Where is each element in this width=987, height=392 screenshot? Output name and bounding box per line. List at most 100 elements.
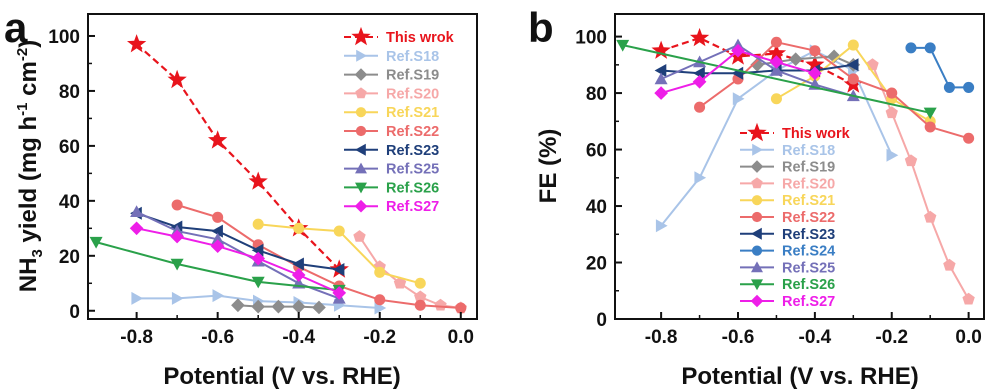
series-line bbox=[911, 46, 969, 89]
data-point bbox=[171, 199, 183, 211]
data-point bbox=[769, 55, 784, 69]
data-point bbox=[827, 49, 841, 64]
legend-marker bbox=[355, 87, 367, 99]
legend-item: Ref.S19 bbox=[344, 68, 439, 84]
legend-marker bbox=[751, 211, 763, 223]
legend-label: Ref.S25 bbox=[782, 260, 835, 276]
legend-item: Ref.S27 bbox=[740, 294, 835, 310]
legend-item: Ref.S23 bbox=[740, 227, 835, 243]
data-point bbox=[171, 291, 184, 305]
panel-a-legend: This wrok Ref.S18 Ref.S19 Ref.S20 Ref.S21 Ref… bbox=[344, 26, 455, 215]
series-ref-s24 bbox=[905, 42, 975, 93]
series-line bbox=[136, 210, 340, 300]
panel-b-series bbox=[616, 27, 975, 305]
legend-label: Ref.S27 bbox=[782, 294, 835, 310]
legend-item: Ref.S22 bbox=[740, 210, 835, 226]
data-point bbox=[655, 219, 668, 233]
series-line bbox=[660, 36, 854, 86]
x-tick-label: -0.8 bbox=[120, 327, 153, 348]
data-point bbox=[750, 58, 764, 72]
data-point bbox=[943, 258, 956, 271]
legend-item: Ref.S24 bbox=[740, 244, 835, 260]
legend-label: Ref.S22 bbox=[386, 124, 439, 140]
legend-item: Ref.S20 bbox=[740, 176, 835, 192]
series-ref-s27 bbox=[129, 221, 347, 300]
data-point bbox=[332, 286, 347, 300]
data-point bbox=[212, 211, 224, 223]
panel-a-ticks: -0.8 -0.6 -0.4 -0.2 0.0 0 20 40 60 80 100 bbox=[48, 27, 474, 348]
legend-label: Ref.S27 bbox=[386, 199, 439, 215]
data-point bbox=[770, 36, 782, 48]
legend-label: Ref.S18 bbox=[782, 143, 835, 159]
legend-marker bbox=[355, 162, 367, 174]
data-point bbox=[847, 73, 859, 85]
y-tick-label: 100 bbox=[48, 27, 80, 48]
legend-label: Ref.S23 bbox=[386, 143, 439, 159]
x-tick-label: -0.4 bbox=[282, 327, 315, 348]
series-ref-s26 bbox=[616, 39, 937, 120]
series-ref-s21 bbox=[252, 218, 426, 289]
data-point bbox=[127, 34, 147, 53]
data-point bbox=[886, 148, 899, 162]
data-point bbox=[846, 58, 859, 72]
y-tick-label: 80 bbox=[59, 82, 80, 103]
legend-marker bbox=[750, 160, 764, 173]
panel-b: b -0.8 -0.6 -0.4 -0.2 0.0 0 20 40 60 80 100 Potent… bbox=[528, 4, 985, 390]
data-point bbox=[251, 276, 265, 289]
legend-label: Ref.S18 bbox=[386, 49, 439, 65]
legend-marker bbox=[751, 195, 763, 206]
legend-marker bbox=[354, 199, 368, 213]
series-ref-s20 bbox=[353, 230, 467, 314]
legend-marker bbox=[750, 294, 764, 308]
data-point bbox=[252, 218, 264, 230]
legend-marker bbox=[355, 125, 367, 137]
data-point bbox=[651, 40, 671, 59]
panel-b-ticks: -0.8 -0.6 -0.4 -0.2 0.0 0 20 40 60 80 100 bbox=[575, 28, 982, 348]
legend-item: Ref.S20 bbox=[344, 86, 439, 102]
data-point bbox=[689, 27, 710, 47]
y-tick-label: 40 bbox=[59, 192, 80, 213]
y-tick-label: 20 bbox=[59, 247, 80, 268]
legend-label: Ref.S19 bbox=[386, 68, 439, 84]
data-point bbox=[963, 132, 975, 144]
legend-label: Ref.S23 bbox=[782, 227, 835, 243]
data-point bbox=[616, 39, 630, 52]
data-point bbox=[271, 299, 286, 314]
data-point bbox=[905, 42, 917, 54]
series-line bbox=[95, 241, 340, 292]
data-point bbox=[654, 86, 668, 100]
legend-marker bbox=[355, 107, 367, 118]
data-point bbox=[808, 66, 822, 81]
data-point bbox=[291, 299, 306, 314]
data-point bbox=[414, 290, 427, 303]
data-point bbox=[291, 268, 306, 282]
y-tick-label: 80 bbox=[586, 84, 607, 105]
data-point bbox=[886, 87, 898, 99]
legend-marker bbox=[355, 182, 367, 194]
legend-item: This work bbox=[740, 122, 851, 142]
y-tick-label: 0 bbox=[596, 310, 607, 331]
data-point bbox=[963, 81, 975, 93]
legend-item: Ref.S27 bbox=[344, 199, 439, 215]
data-point bbox=[924, 121, 936, 133]
series-ref-s25 bbox=[130, 205, 346, 304]
legend-item: Ref.S22 bbox=[344, 124, 439, 140]
legend-marker bbox=[751, 245, 763, 256]
panel-a: a -0.8 -0.6 -0.4 -0.2 0.0 0 20 40 60 80 100 Potent… bbox=[4, 4, 478, 390]
legend-marker bbox=[355, 143, 366, 156]
panel-a-x-axis-title: Potential (V vs. RHE) bbox=[163, 363, 400, 390]
x-tick-label: 0.0 bbox=[955, 327, 981, 348]
legend-marker bbox=[354, 68, 368, 81]
legend-marker bbox=[751, 279, 763, 291]
data-point bbox=[212, 289, 225, 303]
legend-label: Ref.S20 bbox=[782, 176, 835, 192]
data-point bbox=[170, 258, 184, 271]
legend-label: Ref.S19 bbox=[782, 160, 835, 176]
data-point bbox=[167, 69, 187, 89]
legend-marker bbox=[751, 261, 763, 273]
legend-marker bbox=[751, 177, 763, 189]
data-point bbox=[694, 171, 707, 185]
panel-letter-a: a bbox=[4, 4, 28, 51]
data-point bbox=[962, 292, 975, 305]
